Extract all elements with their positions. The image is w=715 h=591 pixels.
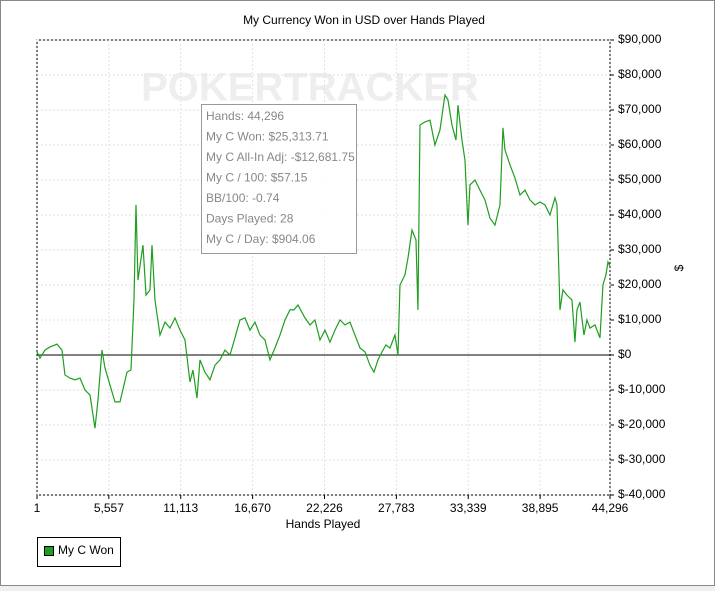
- y-tick-label: $-40,000: [618, 487, 666, 501]
- y-tick-label: $20,000: [618, 277, 662, 291]
- tooltip-text: Hands: 44,296 My C Won: $25,313.71 My C Al…: [206, 109, 355, 246]
- x-tick-label: 1: [34, 501, 41, 515]
- x-tick-label: 27,783: [378, 501, 415, 515]
- series-line: [36, 93, 611, 429]
- y-tick-label: $70,000: [618, 102, 662, 116]
- series: [36, 93, 611, 429]
- legend-items: My C Won: [44, 543, 114, 557]
- tooltip-line: My C / 100: $57.15: [206, 171, 308, 185]
- x-tick-label: 5,557: [94, 501, 124, 515]
- tooltip-line: My C / Day: $904.06: [206, 232, 316, 246]
- legend-label: My C Won: [58, 543, 114, 557]
- tooltip-line: Days Played: 28: [206, 212, 294, 226]
- tooltip: [201, 104, 357, 254]
- x-tick-label: 16,670: [234, 501, 271, 515]
- x-tick-label: 22,226: [306, 501, 343, 515]
- y-tick-label: $10,000: [618, 312, 662, 326]
- y-axis-label: $: [672, 264, 686, 271]
- x-tick-label: 11,113: [163, 501, 198, 515]
- y-tick-label: $90,000: [618, 32, 662, 46]
- x-axis-label: Hands Played: [286, 517, 361, 531]
- chart-title: My Currency Won in USD over Hands Played: [243, 13, 485, 27]
- y-tick-label: $0: [618, 347, 632, 361]
- y-tick-label: $-20,000: [618, 417, 666, 431]
- y-tick-label: $-10,000: [618, 382, 666, 396]
- tooltip-line: My C Won: $25,313.71: [206, 130, 329, 144]
- x-tick-label: 33,339: [450, 501, 487, 515]
- legend-swatch: [44, 546, 54, 556]
- y-tick-label: $30,000: [618, 242, 662, 256]
- grid: $-40,000 $-30,000 $-20,000 $-10,000 $0 $10,00…: [34, 32, 666, 515]
- tooltip-line: My C All-In Adj: -$12,681.75: [206, 150, 355, 164]
- y-tick-label: $40,000: [618, 207, 662, 221]
- y-tick-label: $80,000: [618, 67, 662, 81]
- x-tick-label: 44,296: [592, 501, 629, 515]
- y-tick-label: $60,000: [618, 137, 662, 151]
- y-tick-label: $-30,000: [618, 452, 666, 466]
- x-tick-label: 38,895: [522, 501, 559, 515]
- y-tick-label: $50,000: [618, 172, 662, 186]
- tooltip-line: Hands: 44,296: [206, 109, 284, 123]
- tooltip-line: BB/100: -0.74: [206, 191, 280, 205]
- watermark: POKERTRACKER: [141, 66, 479, 110]
